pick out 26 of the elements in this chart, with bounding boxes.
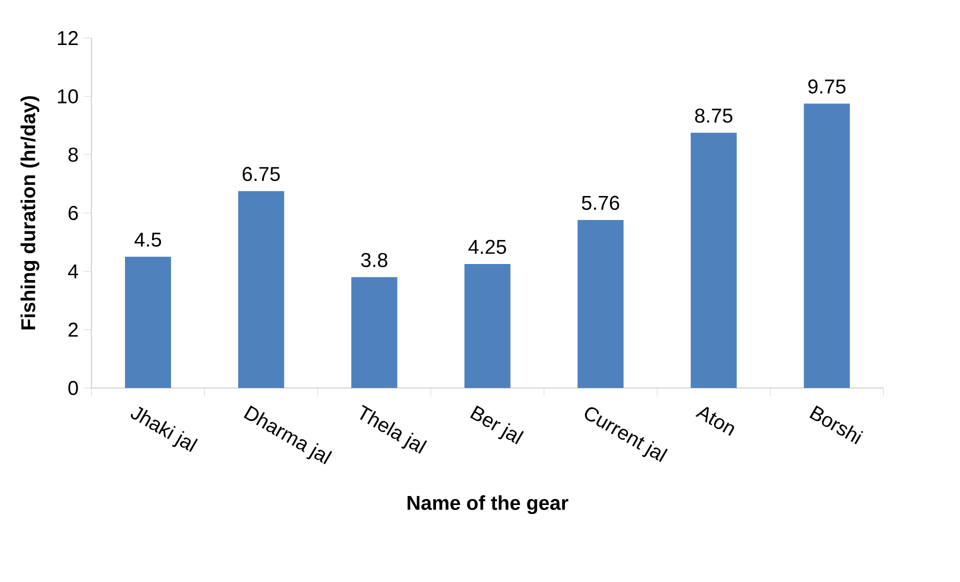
data-label: 9.75 (808, 79, 846, 94)
y-tick-label: 4 (68, 264, 78, 278)
bar (464, 264, 510, 388)
y-tick-label: 12 (58, 31, 78, 45)
x-tick-label: Ber jal (470, 405, 524, 444)
data-label: 6.75 (242, 166, 280, 182)
bar (690, 132, 737, 388)
data-label: 8.75 (695, 108, 732, 123)
x-tick-label: Jhaki jal (130, 406, 198, 452)
data-label: 3.8 (361, 252, 388, 268)
bar (351, 277, 398, 388)
y-tick-label: 8 (68, 148, 78, 162)
y-tick-label: 6 (68, 206, 78, 220)
data-label: 4.25 (468, 240, 506, 254)
bar (578, 220, 624, 388)
x-tick-label: Aton (695, 406, 734, 436)
y-tick-label: 10 (58, 89, 78, 104)
bar (804, 104, 850, 388)
y-tick-label: 2 (68, 322, 78, 337)
bar (238, 191, 284, 388)
data-label: 5.76 (582, 196, 620, 210)
bar (125, 256, 172, 388)
x-axis-title: Name of the gear (408, 495, 568, 514)
y-tick-label: 0 (68, 380, 78, 396)
data-label: 4.5 (134, 232, 162, 247)
y-axis-title: Fishing duration (hr/day) (20, 96, 40, 330)
